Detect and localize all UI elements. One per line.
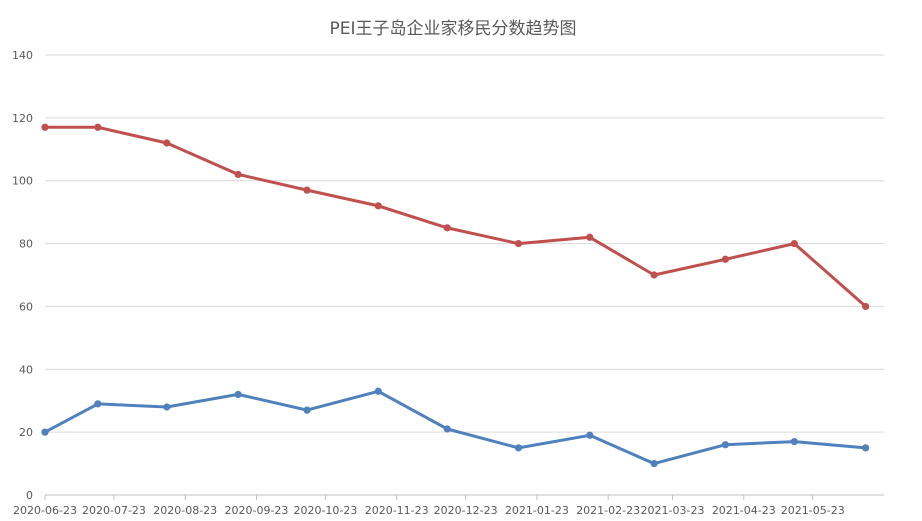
y-tick-label: 140 <box>12 49 33 62</box>
data-point <box>721 441 729 449</box>
y-tick-label: 100 <box>12 175 33 188</box>
data-point <box>586 431 594 439</box>
x-tick-label: 2020-09-23 <box>225 504 289 517</box>
y-tick-label: 60 <box>19 300 33 313</box>
x-tick-label: 2020-10-23 <box>293 504 357 517</box>
series-2 <box>41 387 870 468</box>
x-tick-label: 2020-07-23 <box>82 504 146 517</box>
data-point <box>790 437 798 446</box>
data-point <box>41 428 49 436</box>
x-tick-label: 2021-04-23 <box>712 504 776 517</box>
x-tick-label: 2020-12-23 <box>434 504 498 517</box>
x-tick-label: 2021-02-23 <box>576 504 640 517</box>
data-point <box>650 459 658 468</box>
data-point <box>443 224 451 232</box>
x-tick-label: 2021-01-23 <box>505 504 569 517</box>
data-point <box>586 233 594 241</box>
data-point <box>94 123 102 131</box>
data-point <box>303 406 311 414</box>
y-tick-label: 0 <box>26 489 33 502</box>
x-tick-label: 2021-03-23 <box>641 504 705 517</box>
x-axis: 2020-06-23 2020-07-23 2020-08-23 2020-09-23… <box>13 495 845 517</box>
y-tick-label: 40 <box>19 363 33 376</box>
data-point <box>234 170 242 179</box>
x-tick-label: 2020-08-23 <box>153 504 217 517</box>
series-1 <box>41 123 870 311</box>
data-point <box>303 186 311 194</box>
data-point <box>374 387 382 395</box>
data-point <box>790 239 798 248</box>
data-point <box>163 403 171 411</box>
data-point <box>94 400 102 408</box>
chart-title: PEI王子岛企业家移民分数趋势图 <box>329 19 576 39</box>
y-tick-label: 20 <box>19 426 33 439</box>
x-tick-label: 2021-05-23 <box>781 504 845 517</box>
y-axis: 0 20 40 60 80 100 120 140 <box>12 49 33 502</box>
data-point <box>41 123 49 131</box>
data-point <box>514 239 523 248</box>
data-point <box>514 444 523 452</box>
series-group <box>41 123 870 468</box>
data-point <box>862 302 870 311</box>
data-point <box>234 390 242 399</box>
y-tick-label: 120 <box>12 112 33 125</box>
data-point <box>650 271 658 279</box>
data-point <box>374 202 382 210</box>
data-point <box>443 425 451 433</box>
y-tick-label: 80 <box>19 238 33 251</box>
x-tick-label: 2020-11-23 <box>365 504 429 517</box>
data-point <box>163 139 171 147</box>
data-point <box>862 444 870 452</box>
data-point <box>721 255 729 263</box>
x-tick-label: 2020-06-23 <box>13 504 77 517</box>
